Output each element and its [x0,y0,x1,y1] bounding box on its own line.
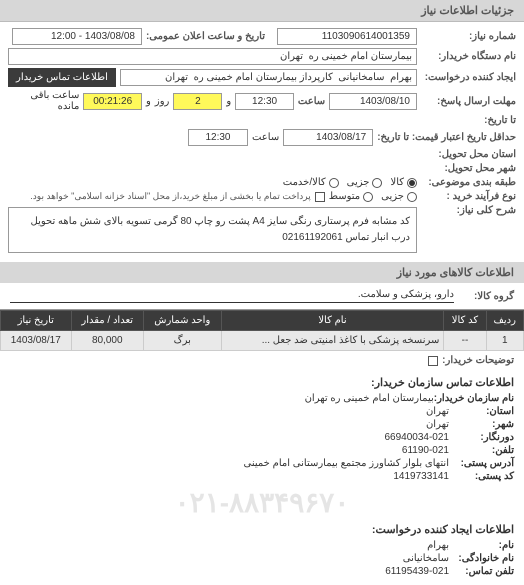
bc-postal: 1419733141 [393,471,449,482]
city-label: شهر محل تحویل: [421,163,516,174]
items-table: ردیف کد کالا نام کالا واحد شمارش تعداد /… [0,310,524,351]
bc-city: تهران [426,419,449,430]
buyer-org-input[interactable] [8,48,417,65]
cell-unit: برگ [143,331,221,351]
remain-label: ساعت باقی مانده [8,90,79,112]
bc-name-label: نام: [449,540,514,551]
time-label-1: ساعت [298,96,325,107]
cell-code: -- [444,331,486,351]
bc-name: بهرام [427,540,449,551]
bc-province-label: استان: [449,406,514,417]
contact-buyer-button[interactable]: اطلاعات تماس خریدار [8,68,116,87]
days-remain: 2 [173,93,222,110]
creator-input[interactable] [120,69,417,86]
bc-org: بیمارستان امام خمینی ره تهران [305,393,434,404]
notes-label: توضیحات خریدار: [442,355,514,366]
bc-lname: سامخانیانی [403,553,449,564]
cell-date: 1403/08/17 [1,331,72,351]
bc-cphone: 61195439-021 [385,566,449,577]
pack-opt-all[interactable]: کالا [390,177,417,188]
th-qty: تعداد / مقدار [71,311,143,331]
desc-label: شرح کلی نیاز: [421,205,516,216]
bc-cphone-label: تلفن تماس: [449,566,514,577]
process-note: پرداخت تمام یا بخشی از مبلغ خرید،از محل … [30,191,310,202]
cell-idx: 1 [486,331,523,351]
creator-label: ایجاد کننده درخواست: [421,72,516,83]
bc-fax-label: دورنگار: [449,432,514,443]
pack-opt-service[interactable]: جزیی [347,177,383,188]
bc-address-label: آدرس پستی: [449,458,514,469]
panel-title: جزئیات اطلاعات نیاز [0,0,524,22]
th-idx: ردیف [486,311,523,331]
announce-value: 1403/08/08 - 12:00 [12,28,142,45]
bc-phone-label: تلفن: [449,445,514,456]
creator-contact-title: اطلاعات ایجاد کننده درخواست: [10,523,514,536]
to-date-label: تا تاریخ: [421,115,516,126]
group-value: دارو، پزشکی و سلامت. [10,289,454,303]
send-deadline-label: مهلت ارسال پاسخ: [421,96,516,107]
need-no-value: 1103090614001359 [277,28,417,45]
watermark-phone: ۰۲۱-۸۸۳۴۹۶۷۰ [10,486,514,519]
province-label: استان محل تحویل: [421,149,516,160]
bc-postal-label: کد پستی: [449,471,514,482]
notes-check[interactable] [428,356,438,366]
need-no-label: شماره نیاز: [421,31,516,42]
valid-time: 12:30 [188,129,248,146]
table-row[interactable]: 1 -- سرنسخه پزشکی با کاغذ امنیتی ضد جعل … [1,331,524,351]
send-time: 12:30 [235,93,294,110]
countdown: 00:21:26 [83,93,142,110]
bc-province: تهران [426,406,449,417]
cell-name: سرنسخه پزشکی با کاغذ امنیتی ضد جعل ... [221,331,444,351]
and-label-2: و [146,96,151,107]
min-valid-label: حداقل تاریخ اعتبار قیمت: تا تاریخ: [377,132,516,143]
bc-lname-label: نام خانوادگی: [449,553,514,564]
goods-section-title: اطلاعات کالاهای مورد نیاز [0,262,524,283]
process-label: نوع فرآیند خرید : [421,191,516,202]
bc-phone: 61190-021 [402,445,449,456]
desc-text: کد مشابه فرم پرستاری رنگی سایز A4 پشت رو… [8,207,417,253]
table-header-row: ردیف کد کالا نام کالا واحد شمارش تعداد /… [1,311,524,331]
pack-label: طبقه بندی موضوعی: [421,177,516,188]
process-opt-low[interactable]: متوسط [329,191,373,202]
process-opt-mid[interactable]: جزیی [381,191,417,202]
process-check[interactable] [315,192,325,202]
bc-fax: 66940034-021 [384,432,449,443]
and-label: و [226,96,231,107]
th-date: تاریخ نیاز [1,311,72,331]
valid-date: 1403/08/17 [283,129,373,146]
th-unit: واحد شمارش [143,311,221,331]
bc-address: انتهای بلوار کشاورز مجتمع بیمارستانی اما… [244,458,449,469]
bc-city-label: شهر: [449,419,514,430]
th-name: نام کالا [221,311,444,331]
buyer-contact-title: اطلاعات تماس سازمان خریدار: [10,376,514,389]
process-radio-group: جزیی متوسط [329,191,417,202]
cell-qty: 80,000 [71,331,143,351]
send-date: 1403/08/10 [329,93,417,110]
bc-org-label: نام سازمان خریدار: [434,393,514,404]
time-label-2: ساعت [252,132,279,143]
group-label: گروه کالا: [454,291,514,302]
day-label: روز [155,96,170,107]
th-code: کد کالا [444,311,486,331]
announce-label: تاریخ و ساعت اعلان عمومی: [146,31,265,42]
pack-opt-item[interactable]: کالا/خدمت [283,177,339,188]
buyer-org-label: نام دستگاه خریدار: [421,51,516,62]
pack-radio-group: کالا جزیی کالا/خدمت [283,177,417,188]
